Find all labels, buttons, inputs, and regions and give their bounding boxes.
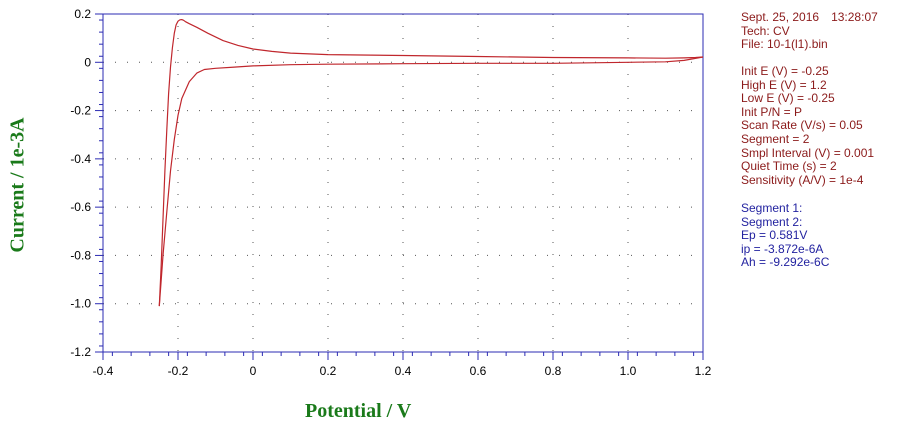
result-ip: ip = -3.872e-6A <box>741 241 824 256</box>
time-text: 13:28:07 <box>831 10 878 24</box>
param-low-e: Low E (V) = -0.25 <box>741 91 835 106</box>
y-tick-label: -0.4 <box>70 152 91 166</box>
cv-curve-segment-2 <box>158 56 704 307</box>
result-segment-2: Segment 2: <box>741 214 803 229</box>
param-sample-interval: Smpl Interval (V) = 0.001 <box>741 145 875 160</box>
x-tick-label: -0.2 <box>168 364 189 378</box>
result-ep: Ep = 0.581V <box>741 228 808 243</box>
x-tick-label: 0.8 <box>545 364 562 378</box>
results-list: Segment 1: Segment 2: Ep = 0.581V ip = -… <box>741 201 830 270</box>
date-text: Sept. 25, 2016 <box>741 10 820 24</box>
y-tick-label: 0 <box>84 55 91 69</box>
y-tick-label: 0.2 <box>74 7 91 21</box>
x-tick-label: -0.4 <box>93 364 114 378</box>
grid-dots <box>103 14 703 352</box>
y-tick-label: -1.0 <box>70 297 91 311</box>
x-tick-label: 0.6 <box>470 364 487 378</box>
param-sensitivity: Sensitivity (A/V) = 1e-4 <box>741 172 864 187</box>
x-tick-label: 0 <box>250 364 257 378</box>
param-quiet-time: Quiet Time (s) = 2 <box>741 159 837 174</box>
x-axis-title: Potential / V <box>305 400 412 422</box>
result-ah: Ah = -9.292e-6C <box>741 255 830 270</box>
x-tick-label: 0.2 <box>320 364 337 378</box>
param-scan-rate: Scan Rate (V/s) = 0.05 <box>741 118 863 133</box>
y-tick-label: -1.2 <box>70 345 91 359</box>
param-segment: Segment = 2 <box>741 131 810 146</box>
x-tick-label: 1.2 <box>695 364 712 378</box>
y-axis-title-text: Current / 1e-3A <box>6 117 29 253</box>
param-init-e: Init E (V) = -0.25 <box>741 64 829 78</box>
y-tick-label: -0.6 <box>70 200 91 214</box>
result-segment-1: Segment 1: <box>741 201 803 215</box>
timestamp-line: Sept. 25, 2016 13:28:07 <box>741 10 878 25</box>
info-header: Sept. 25, 2016 13:28:07 Tech: CV File: 10… <box>741 10 878 52</box>
file-line: File: 10-1(l1).bin <box>741 37 828 52</box>
x-tick-label: 1.0 <box>620 364 637 378</box>
parameter-list: Init E (V) = -0.25 High E (V) = 1.2 Low … <box>741 64 875 187</box>
cv-curves <box>158 19 704 307</box>
y-tick-label: -0.8 <box>70 248 91 262</box>
x-tick-label: 0.4 <box>395 364 412 378</box>
param-init-pn: Init P/N = P <box>741 104 803 119</box>
axis-ticks: -0.4 -0.2 0 0.2 0.4 0.6 0.8 1.0 1.20.20-0.2-0.4-… <box>70 7 711 378</box>
cv-curve-segment-1 <box>158 19 704 307</box>
tech-line: Tech: CV <box>741 23 790 38</box>
y-tick-label: -0.2 <box>70 104 91 118</box>
param-high-e: High E (V) = 1.2 <box>741 77 827 92</box>
